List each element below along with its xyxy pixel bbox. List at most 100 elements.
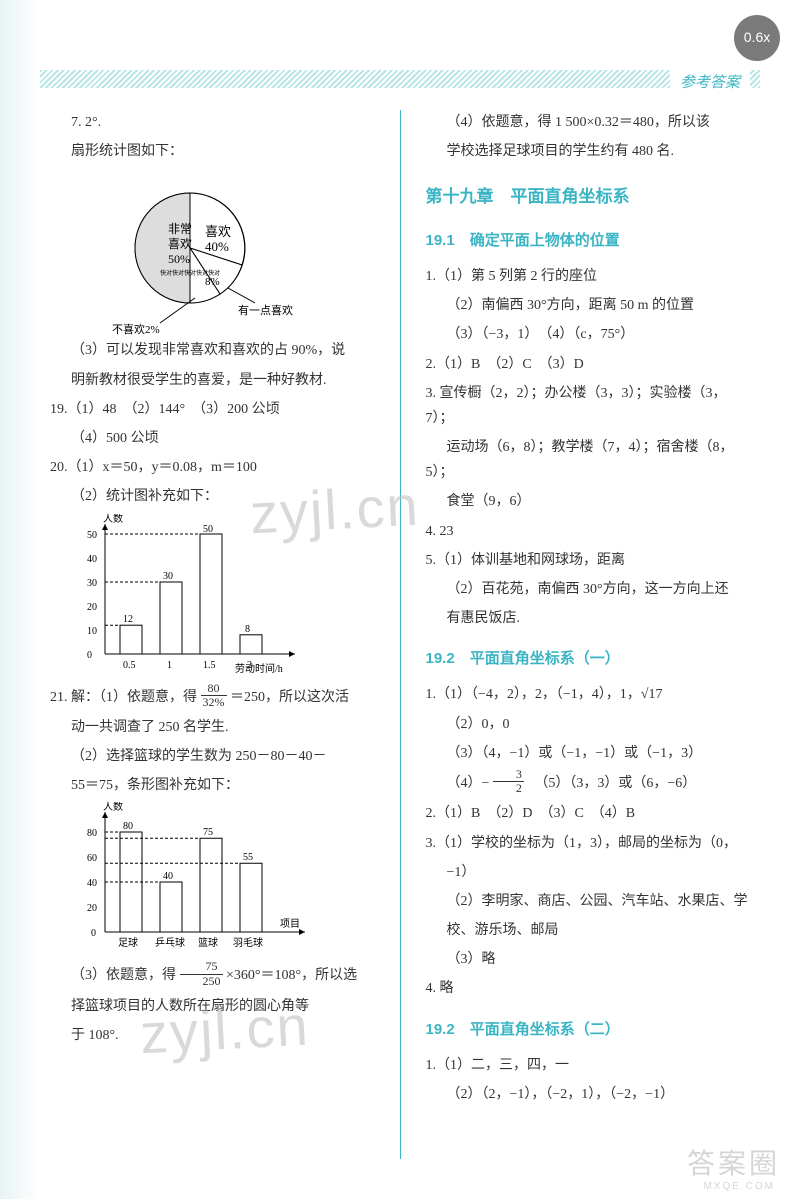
text: 择篮球项目的人数所在扇形的圆心角等 bbox=[50, 994, 375, 1019]
fraction: 80 32% bbox=[201, 682, 227, 709]
svg-text:人数: 人数 bbox=[103, 514, 123, 525]
text: 扇形统计图如下： bbox=[50, 139, 375, 164]
right-column: （4）依题意，得 1 500×0.32＝480，所以该 学校选择足球项目的学生约… bbox=[426, 110, 751, 1159]
pie-chart: 非常 喜欢 50% 喜欢 40% 8% 有一点喜欢 不喜欢2% 快对快对快对快对… bbox=[90, 168, 320, 338]
section-title: 19.1 确定平面上物体的位置 bbox=[426, 227, 751, 254]
svg-text:羽毛球: 羽毛球 bbox=[233, 936, 263, 949]
logo-url: MXQE.COM bbox=[703, 1178, 775, 1196]
svg-text:55: 55 bbox=[243, 852, 253, 863]
svg-text:30: 30 bbox=[87, 578, 97, 589]
text: 校、游乐场、邮局 bbox=[426, 918, 751, 943]
svg-text:12: 12 bbox=[123, 614, 133, 625]
text: 7. 2°. bbox=[50, 110, 375, 135]
svg-text:50: 50 bbox=[203, 524, 213, 535]
svg-text:80: 80 bbox=[87, 828, 97, 839]
svg-text:8%: 8% bbox=[205, 276, 220, 288]
svg-text:8: 8 bbox=[245, 624, 250, 635]
text: （2）南偏西 30°方向，距离 50 m 的位置 bbox=[426, 293, 751, 318]
svg-text:40%: 40% bbox=[205, 239, 229, 254]
svg-text:20: 20 bbox=[87, 602, 97, 613]
svg-text:0.5: 0.5 bbox=[123, 660, 136, 671]
text: 食堂（9，6） bbox=[426, 489, 751, 514]
svg-text:项目: 项目 bbox=[280, 918, 300, 930]
svg-text:40: 40 bbox=[163, 871, 173, 882]
svg-text:足球: 足球 bbox=[118, 936, 138, 949]
text: 于 108°. bbox=[50, 1023, 375, 1048]
bar-chart-2: 人数 项目 0 20 40 60 80 80 40 75 5 bbox=[70, 802, 330, 962]
text: 5.（1）体训基地和网球场，距离 bbox=[426, 548, 751, 573]
svg-text:劳动时间/h: 劳动时间/h bbox=[235, 662, 283, 675]
svg-text:篮球: 篮球 bbox=[198, 936, 218, 949]
text: 有惠民饭店. bbox=[426, 606, 751, 631]
text: （2）百花苑，南偏西 30°方向，这一方向上还 bbox=[426, 577, 751, 602]
text: 动一共调查了 250 名学生. bbox=[50, 715, 375, 740]
svg-text:喜欢: 喜欢 bbox=[205, 224, 231, 239]
text: （2）0，0 bbox=[426, 712, 751, 737]
page-header: 参考答案 bbox=[670, 70, 750, 97]
header-stripe bbox=[40, 70, 760, 88]
text: 4. 23 bbox=[426, 519, 751, 544]
chapter-title: 第十九章 平面直角坐标系 bbox=[426, 182, 751, 213]
text: 19.（1）48 （2）144° （3）200 公顷 bbox=[50, 397, 375, 422]
svg-text:0: 0 bbox=[87, 650, 92, 661]
text: （2）（2，−1），（−2，1），（−2，−1） bbox=[426, 1082, 751, 1107]
text: （3）（−3，1） （4）（c，75°） bbox=[426, 322, 751, 347]
left-column: 7. 2°. 扇形统计图如下： 非常 喜欢 50% 喜欢 40% 8% bbox=[50, 110, 375, 1159]
text: （2）李明家、商店、公园、汽车站、水果店、学 bbox=[426, 889, 751, 914]
svg-text:40: 40 bbox=[87, 878, 97, 889]
text: （2）统计图补充如下： bbox=[50, 484, 375, 509]
svg-text:30: 30 bbox=[163, 571, 173, 582]
svg-text:非常: 非常 bbox=[168, 222, 192, 236]
svg-text:10: 10 bbox=[87, 626, 97, 637]
text: 21. 解：（1）依题意，得 80 32% ＝250，所以这次活 bbox=[50, 684, 375, 711]
svg-text:快对快对快对快对快对: 快对快对快对快对快对 bbox=[160, 269, 220, 277]
section-title: 19.2 平面直角坐标系（一） bbox=[426, 645, 751, 672]
text: 20.（1）x＝50，y＝0.08，m＝100 bbox=[50, 455, 375, 480]
text: 1.（1）（−4，2），2，（−1，4），1，√17 bbox=[426, 682, 751, 707]
fraction: 75 250 bbox=[180, 960, 223, 987]
svg-text:喜欢: 喜欢 bbox=[168, 236, 192, 251]
text: 2.（1）B （2）D （3）C （4）B bbox=[426, 801, 751, 826]
text: （3）可以发现非常喜欢和喜欢的占 90%，说 bbox=[50, 338, 375, 363]
svg-text:40: 40 bbox=[87, 554, 97, 565]
section-title: 19.2 平面直角坐标系（二） bbox=[426, 1016, 751, 1043]
text: （3）依题意，得 75 250 ×360°＝108°，所以选 bbox=[50, 962, 375, 989]
svg-text:0: 0 bbox=[91, 928, 96, 939]
text: 学校选择足球项目的学生约有 480 名. bbox=[426, 139, 751, 164]
svg-text:50: 50 bbox=[87, 530, 97, 541]
svg-text:75: 75 bbox=[203, 827, 213, 838]
text: （4）− 3 2 （5）（3，3）或（6，−6） bbox=[426, 770, 751, 797]
text: （2）选择篮球的学生数为 250－80－40－ bbox=[50, 744, 375, 769]
text: 1.（1）二，三，四，一 bbox=[426, 1053, 751, 1078]
svg-text:2: 2 bbox=[247, 660, 252, 671]
text: 3. 宣传橱（2，2）；办公楼（3，3）；实验楼（3，7）； bbox=[426, 381, 751, 431]
text: 55＝75，条形图补充如下： bbox=[50, 773, 375, 798]
svg-text:20: 20 bbox=[87, 903, 97, 914]
svg-text:乒乓球: 乒乓球 bbox=[155, 936, 185, 949]
page-shadow bbox=[0, 0, 40, 1199]
page-content: 7. 2°. 扇形统计图如下： 非常 喜欢 50% 喜欢 40% 8% bbox=[50, 110, 750, 1159]
svg-text:60: 60 bbox=[87, 853, 97, 864]
text: 1.（1）第 5 列第 2 行的座位 bbox=[426, 264, 751, 289]
zoom-badge: 0.6x bbox=[734, 15, 780, 61]
fraction: 3 2 bbox=[493, 768, 524, 795]
svg-text:有一点喜欢: 有一点喜欢 bbox=[238, 303, 293, 317]
svg-text:80: 80 bbox=[123, 821, 133, 832]
svg-text:1.5: 1.5 bbox=[203, 660, 216, 671]
text: 明新教材很受学生的喜爱，是一种好教材. bbox=[50, 368, 375, 393]
text: （3）略 bbox=[426, 947, 751, 972]
text: 2.（1）B （2）C （3）D bbox=[426, 352, 751, 377]
text: （4）500 公顷 bbox=[50, 426, 375, 451]
text: −1） bbox=[426, 860, 751, 885]
bar-chart-1: 人数 劳动时间/h 0 10 20 30 40 50 12 30 50 bbox=[70, 514, 330, 684]
svg-text:不喜欢2%: 不喜欢2% bbox=[112, 322, 160, 336]
text: 4. 略 bbox=[426, 976, 751, 1001]
svg-text:1: 1 bbox=[167, 660, 172, 671]
svg-text:50%: 50% bbox=[168, 252, 190, 266]
text: 3.（1）学校的坐标为（1，3），邮局的坐标为（0， bbox=[426, 831, 751, 856]
text: （3）（4，−1）或（−1，−1）或（−1，3） bbox=[426, 741, 751, 766]
text: 运动场（6，8）；教学楼（7，4）；宿舍楼（8，5）； bbox=[426, 435, 751, 485]
svg-text:人数: 人数 bbox=[103, 802, 123, 813]
column-divider bbox=[400, 110, 401, 1159]
text: （4）依题意，得 1 500×0.32＝480，所以该 bbox=[426, 110, 751, 135]
